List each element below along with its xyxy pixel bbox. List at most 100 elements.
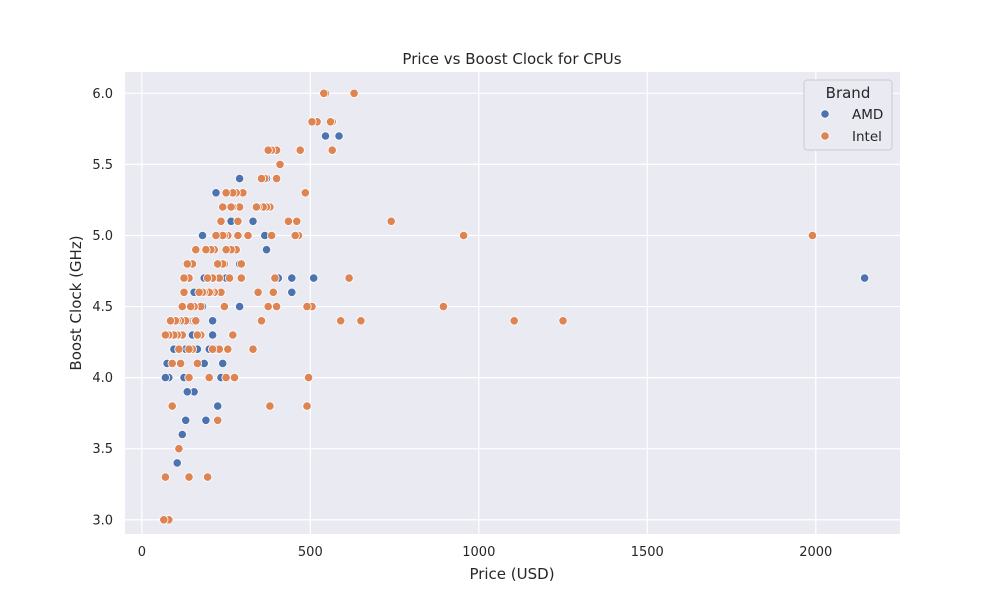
data-point-intel [263, 145, 273, 155]
data-point-intel [203, 472, 213, 482]
data-point-amd [320, 131, 331, 141]
data-point-intel [256, 174, 267, 184]
data-point-intel [228, 330, 238, 340]
data-point-intel [438, 301, 448, 312]
data-point-intel [179, 287, 189, 297]
data-point-amd [248, 216, 258, 226]
data-point-intel [204, 372, 214, 383]
data-point-intel [213, 259, 223, 269]
y-tick-label: 5.0 [92, 229, 113, 244]
data-point-amd [218, 358, 228, 368]
data-point-intel [160, 472, 170, 482]
data-point-intel [307, 117, 317, 127]
data-points [159, 88, 870, 525]
y-tick-label: 3.5 [92, 442, 113, 457]
data-point-intel [219, 301, 229, 312]
data-point-intel [266, 230, 277, 241]
data-point-intel [265, 401, 275, 411]
data-point-intel [319, 88, 329, 98]
data-point-intel [176, 358, 186, 368]
plot-area [125, 72, 900, 534]
data-point-intel [184, 372, 194, 383]
data-point-intel [349, 88, 359, 98]
data-point-amd [287, 287, 297, 297]
data-point-intel [253, 287, 263, 297]
legend-label-amd: AMD [852, 107, 883, 123]
data-point-intel [236, 259, 246, 269]
data-point-intel [233, 216, 243, 226]
data-point-amd [261, 245, 272, 255]
data-point-intel [186, 301, 196, 312]
data-point-intel [191, 316, 201, 326]
chart-title: Price vs Boost Clock for CPUs [402, 50, 621, 68]
data-point-intel [327, 145, 337, 155]
data-point-intel [167, 401, 177, 411]
data-point-intel [201, 245, 211, 255]
data-point-intel [216, 216, 226, 226]
data-point-intel [179, 273, 189, 283]
data-point-intel [224, 273, 235, 283]
data-point-intel [226, 202, 236, 212]
data-point-intel [208, 344, 218, 354]
data-point-intel [159, 515, 169, 525]
data-point-intel [243, 230, 253, 241]
x-tick-label: 0 [138, 545, 146, 560]
data-point-intel [160, 330, 170, 340]
tick-labels: 0 500 1000 1500 2000 3.0 3.5 4.0 4.5 5.0 5.5 6.0 [92, 87, 832, 560]
data-point-amd [177, 429, 187, 440]
data-point-intel [218, 202, 228, 212]
data-point-intel [165, 316, 176, 326]
data-point-intel [174, 344, 184, 354]
x-axis-label: Price (USD) [469, 565, 554, 583]
data-point-intel [192, 330, 202, 340]
data-point-intel [251, 202, 261, 212]
data-point-amd [208, 330, 218, 340]
data-point-amd [172, 458, 182, 468]
data-point-amd [197, 230, 208, 241]
data-point-intel [221, 372, 231, 383]
data-point-intel [248, 344, 258, 354]
data-point-amd [181, 415, 191, 425]
y-tick-label: 3.0 [92, 513, 113, 528]
data-point-intel [233, 230, 243, 241]
data-point-intel [295, 145, 305, 155]
y-tick-label: 6.0 [92, 87, 113, 102]
data-point-amd [160, 372, 170, 383]
data-point-intel [221, 245, 231, 255]
data-point-intel [302, 401, 312, 411]
data-point-intel [509, 316, 519, 326]
data-point-intel [167, 358, 177, 368]
data-point-amd [213, 401, 223, 411]
data-point-intel [275, 159, 285, 169]
data-point-intel [221, 188, 231, 198]
data-point-amd [287, 273, 297, 283]
data-point-amd [201, 415, 211, 425]
y-axis-label: Boost Clock (GHz) [67, 235, 85, 370]
x-tick-label: 500 [298, 545, 323, 560]
legend-marker-intel [820, 131, 830, 141]
data-point-intel [344, 273, 354, 283]
data-point-intel [184, 344, 194, 354]
data-point-intel [290, 230, 300, 241]
data-point-amd [334, 131, 344, 141]
data-point-intel [223, 344, 233, 354]
y-tick-label: 5.5 [92, 158, 113, 173]
data-point-amd [182, 387, 192, 397]
data-point-intel [271, 301, 282, 312]
legend: Brand AMD Intel [803, 79, 893, 151]
data-point-intel [191, 245, 201, 255]
grid-lines [125, 72, 900, 534]
data-point-intel [292, 216, 302, 226]
data-point-intel [263, 301, 273, 312]
data-point-intel [211, 230, 221, 241]
data-point-intel [386, 216, 396, 226]
data-point-intel [271, 174, 282, 184]
y-tick-label: 4.5 [92, 300, 113, 315]
data-point-intel [300, 188, 310, 198]
data-point-intel [192, 358, 202, 368]
x-tick-label: 1500 [631, 545, 664, 560]
data-point-intel [356, 316, 366, 326]
data-point-amd [235, 301, 245, 312]
data-point-intel [256, 316, 267, 326]
